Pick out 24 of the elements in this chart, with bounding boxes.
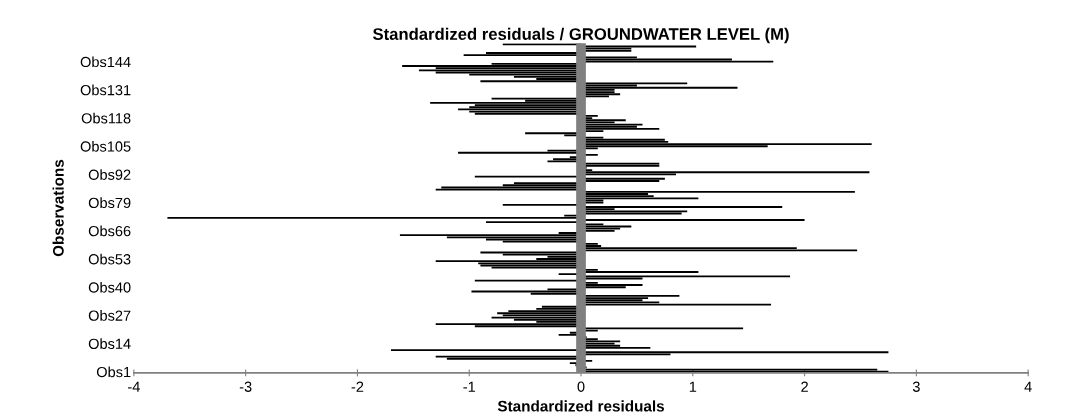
y-tick-label: Obs131 (80, 84, 131, 96)
y-tick-label: Obs40 (88, 281, 131, 293)
x-axis-title: Standardized residuals (497, 400, 665, 412)
x-tick-label: -2 (351, 381, 364, 392)
y-tick-label: Obs92 (88, 169, 131, 180)
x-tick-label: 4 (1024, 381, 1032, 392)
x-tick-label: -3 (239, 381, 252, 392)
chart-title: Standardized residuals / GROUNDWATER LEVEL (M) (372, 27, 789, 44)
y-tick-label: Obs79 (88, 197, 131, 209)
x-tick-label: 1 (689, 381, 697, 392)
x-tick-label: -1 (463, 381, 475, 392)
y-tick-label: Obs53 (88, 253, 131, 265)
x-tick-label: 2 (801, 381, 808, 392)
y-tick-label: Obs27 (88, 310, 131, 321)
y-tick-label: Obs105 (80, 140, 131, 152)
y-axis-title: Observations (52, 159, 64, 257)
y-tick-label: Obs66 (88, 225, 131, 237)
y-tick-label: Obs118 (81, 112, 131, 124)
y-tick-label: Obs1 (96, 366, 131, 378)
x-tick-label: 3 (912, 381, 920, 392)
y-tick-label: Obs144 (80, 56, 131, 68)
x-tick-label: -4 (128, 381, 140, 392)
y-tick-label: Obs14 (88, 338, 131, 350)
x-tick-label: 0 (577, 381, 585, 392)
